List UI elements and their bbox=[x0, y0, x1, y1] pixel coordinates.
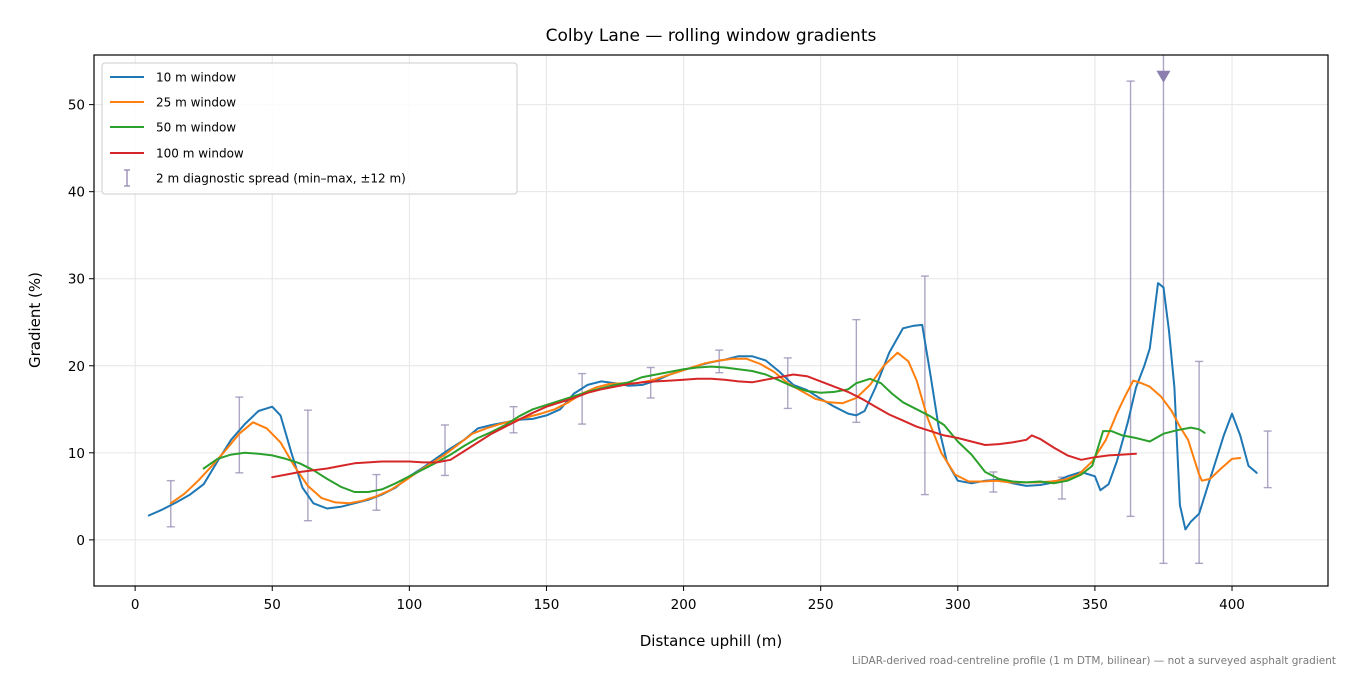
y-axis-ticks: 0 10 20 30 40 50 bbox=[68, 98, 94, 549]
x-tick-label: 150 bbox=[534, 597, 560, 613]
x-tick-label: 350 bbox=[1082, 597, 1108, 613]
x-tick-label: 0 bbox=[131, 597, 140, 613]
x-axis-label: Distance uphill (m) bbox=[640, 632, 782, 650]
x-axis-ticks: 0 50 100 150 200 250 300 350 400 bbox=[131, 586, 1245, 613]
legend-label: 2 m diagnostic spread (min–max, ±12 m) bbox=[156, 172, 406, 186]
y-tick-label: 0 bbox=[76, 533, 85, 549]
series-line bbox=[271, 373, 1137, 479]
legend-box bbox=[101, 62, 518, 195]
legend-label: 25 m window bbox=[156, 96, 236, 110]
footnote: LiDAR-derived road-centreline profile (1… bbox=[852, 655, 1336, 667]
y-tick-label: 10 bbox=[68, 446, 85, 462]
legend: 10 m window 25 m window 50 m window 100 m w… bbox=[101, 62, 518, 195]
x-tick-label: 100 bbox=[396, 597, 422, 613]
series-line bbox=[202, 365, 1206, 493]
y-tick-label: 40 bbox=[68, 185, 85, 201]
x-tick-label: 400 bbox=[1219, 597, 1245, 613]
x-tick-label: 300 bbox=[945, 597, 971, 613]
error-bars bbox=[166, 55, 1272, 565]
x-tick-label: 250 bbox=[808, 597, 834, 613]
y-tick-label: 20 bbox=[68, 359, 85, 375]
x-tick-label: 50 bbox=[264, 597, 281, 613]
y-tick-label: 50 bbox=[68, 98, 85, 114]
chart-title: Colby Lane — rolling window gradients bbox=[546, 26, 877, 46]
x-tick-label: 200 bbox=[671, 597, 697, 613]
legend-label: 50 m window bbox=[156, 121, 236, 135]
series-line bbox=[147, 282, 1258, 531]
legend-label: 100 m window bbox=[156, 147, 244, 161]
y-tick-label: 30 bbox=[68, 272, 85, 288]
legend-label: 10 m window bbox=[156, 71, 236, 85]
clipped-marker bbox=[1156, 70, 1171, 83]
plot-frame bbox=[93, 54, 1329, 587]
series-lines bbox=[147, 282, 1258, 531]
series-line bbox=[169, 351, 1242, 505]
y-axis-label: Gradient (%) bbox=[26, 272, 44, 368]
